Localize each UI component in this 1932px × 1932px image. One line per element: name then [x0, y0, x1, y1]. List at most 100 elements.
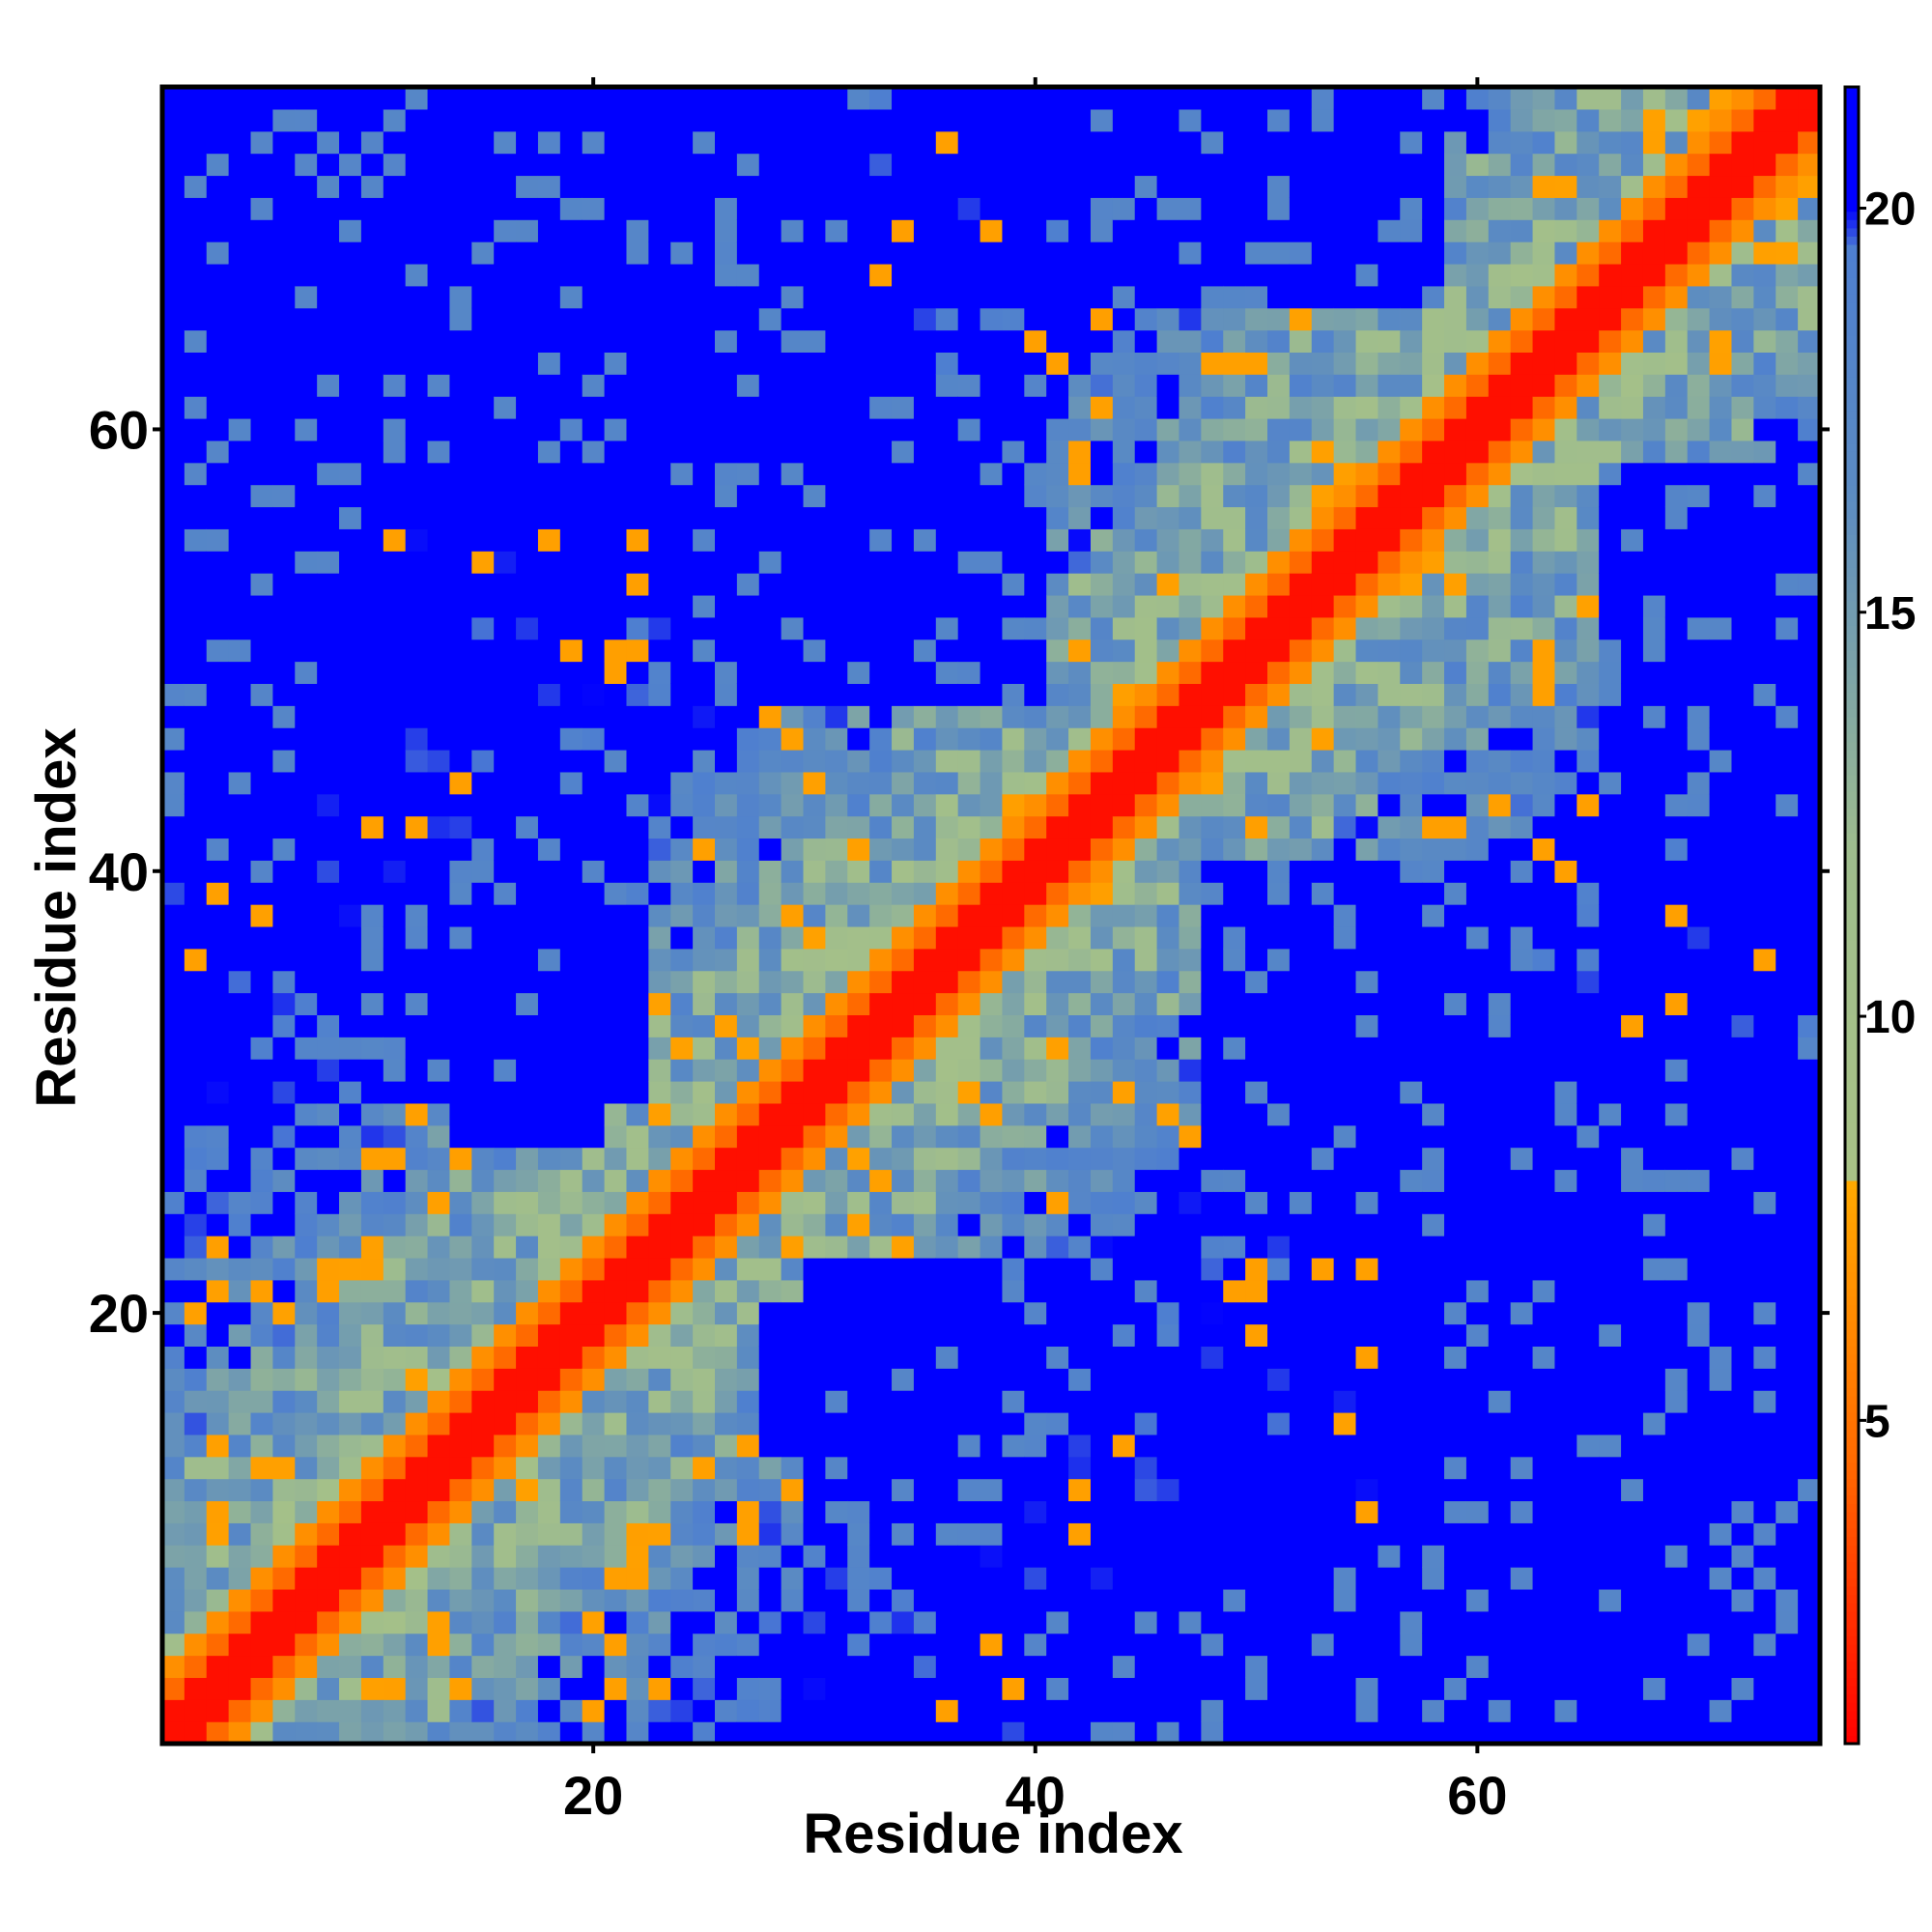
heatmap-cell — [803, 882, 826, 905]
heatmap-cell — [1289, 1014, 1313, 1037]
heatmap-cell — [825, 1434, 848, 1458]
heatmap-cell — [1090, 1279, 1114, 1303]
heatmap-cell — [715, 1368, 738, 1391]
heatmap-cell — [1046, 1500, 1069, 1523]
heatmap-cell — [1400, 506, 1423, 529]
heatmap-cell — [604, 1610, 628, 1634]
heatmap-cell — [1179, 1301, 1202, 1325]
heatmap-cell — [162, 616, 185, 640]
heatmap-cell — [1267, 1147, 1291, 1171]
heatmap-cell — [693, 750, 716, 773]
heatmap-cell — [1201, 130, 1224, 155]
heatmap-cell — [1400, 1677, 1423, 1700]
heatmap-cell — [162, 1500, 185, 1523]
heatmap-cell — [825, 263, 848, 287]
heatmap-cell — [449, 329, 472, 353]
heatmap-cell — [1444, 374, 1467, 397]
heatmap-cell — [670, 1236, 694, 1259]
heatmap-cell — [1532, 1633, 1556, 1657]
heatmap-cell — [1355, 1434, 1378, 1458]
heatmap-cell — [516, 484, 539, 508]
heatmap-cell — [559, 750, 583, 773]
heatmap-cell — [1422, 1699, 1445, 1722]
heatmap-cell — [1355, 219, 1378, 242]
heatmap-cell — [1245, 1169, 1268, 1192]
heatmap-cell — [604, 1059, 628, 1082]
heatmap-cell — [471, 396, 495, 419]
heatmap-cell — [1599, 750, 1622, 773]
heatmap-cell — [847, 1213, 870, 1236]
heatmap-cell — [648, 130, 671, 155]
heatmap-cell — [317, 727, 340, 751]
heatmap-cell — [736, 130, 760, 155]
heatmap-cell — [1532, 153, 1556, 177]
heatmap-cell — [736, 197, 760, 220]
heatmap-cell — [715, 1346, 738, 1369]
heatmap-cell — [604, 1014, 628, 1037]
heatmap-cell — [317, 1456, 340, 1480]
heatmap-cell — [1267, 130, 1291, 155]
heatmap-cell — [1201, 750, 1224, 773]
heatmap-cell — [228, 727, 252, 751]
heatmap-cell — [626, 594, 649, 618]
heatmap-cell — [295, 528, 318, 552]
heatmap-cell — [1156, 263, 1180, 287]
heatmap-cell — [1510, 551, 1534, 574]
heatmap-cell — [1223, 285, 1246, 309]
heatmap-cell — [250, 1390, 273, 1413]
heatmap-cell — [847, 1323, 870, 1347]
heatmap-cell — [1444, 1567, 1467, 1590]
heatmap-cell — [1245, 1301, 1268, 1325]
heatmap-cell — [1444, 219, 1467, 242]
heatmap-cell — [935, 992, 959, 1015]
heatmap-cell — [228, 506, 252, 529]
heatmap-cell — [1554, 329, 1577, 353]
heatmap-cell — [1289, 1545, 1313, 1568]
heatmap-cell — [162, 970, 185, 994]
heatmap-cell — [758, 1368, 782, 1391]
heatmap-cell — [537, 815, 561, 839]
heatmap-cell — [516, 882, 539, 905]
heatmap-cell — [162, 1124, 185, 1149]
heatmap-cell — [1201, 506, 1224, 529]
heatmap-cell — [471, 815, 495, 839]
heatmap-cell — [736, 1213, 760, 1236]
heatmap-cell — [626, 329, 649, 353]
heatmap-cell — [1024, 793, 1047, 817]
heatmap-cell — [1179, 1655, 1202, 1678]
heatmap-cell — [360, 661, 384, 684]
heatmap-cell — [537, 1721, 561, 1745]
heatmap-cell — [935, 1390, 959, 1413]
heatmap-cell — [162, 1677, 185, 1700]
heatmap-cell — [339, 1721, 362, 1745]
heatmap-cell — [1156, 352, 1180, 375]
heatmap-cell — [626, 440, 649, 464]
heatmap-cell — [339, 727, 362, 751]
heatmap-cell — [1621, 1610, 1644, 1634]
heatmap-cell — [1112, 1213, 1136, 1236]
heatmap-cell — [537, 948, 561, 972]
heatmap-cell — [162, 1478, 185, 1502]
heatmap-cell — [715, 925, 738, 950]
heatmap-cell — [1422, 904, 1445, 927]
heatmap-cell — [1267, 948, 1291, 972]
heatmap-cell — [295, 374, 318, 397]
heatmap-cell — [935, 219, 959, 242]
heatmap-cell — [1488, 1390, 1512, 1413]
heatmap-cell — [1333, 1102, 1357, 1126]
heatmap-cell — [604, 815, 628, 839]
heatmap-cell — [1532, 705, 1556, 728]
heatmap-cell — [360, 771, 384, 795]
heatmap-cell — [1532, 1545, 1556, 1568]
heatmap-cell — [1311, 130, 1335, 155]
heatmap-cell — [360, 1699, 384, 1722]
heatmap-cell — [758, 1213, 782, 1236]
heatmap-cell — [184, 440, 208, 464]
heatmap-cell — [559, 263, 583, 287]
heatmap-cell — [559, 1456, 583, 1480]
heatmap-cell — [449, 1102, 472, 1126]
heatmap-cell — [1156, 948, 1180, 972]
heatmap-cell — [427, 197, 451, 220]
heatmap-cell — [360, 1346, 384, 1369]
heatmap-cell — [1355, 197, 1378, 220]
